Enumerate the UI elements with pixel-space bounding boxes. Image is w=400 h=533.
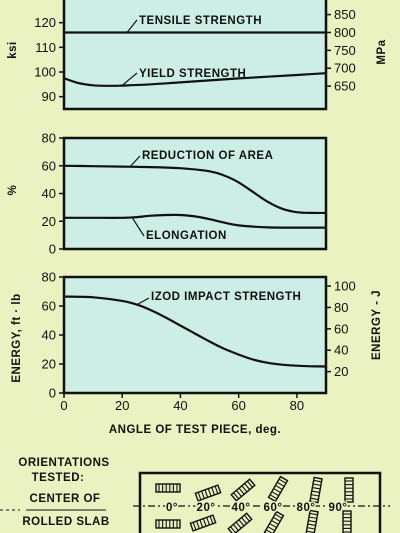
specimen-bar-icon xyxy=(305,509,319,533)
series-line xyxy=(64,213,327,229)
series-leader xyxy=(129,155,141,168)
specimen-bar-icon xyxy=(194,484,222,502)
angle-label-40: 40° xyxy=(232,502,251,514)
ytick-label: 0 xyxy=(49,386,56,401)
panel-impact: 0 20 40 60 80 20 40 60 80 100 0 20 40 60 80 IZOD IMP… xyxy=(11,270,383,437)
orientation-diagram: ORIENTATIONS TESTED: CENTER OF ROLLED SL… xyxy=(0,457,390,533)
ytick-label: 20 xyxy=(42,214,56,229)
ytick-label: 100 xyxy=(34,65,56,80)
slab-label-1: CENTER OF xyxy=(30,493,101,505)
specimen-bar-icon xyxy=(155,519,181,529)
series-line xyxy=(63,72,327,87)
series-leader xyxy=(136,297,150,306)
panel-ductility: 0 20 40 60 80 REDUCTION OF AREA ELONGATION % xyxy=(7,131,328,257)
slab-label-2: ROLLED SLAB xyxy=(22,516,109,528)
ylabel-right-mpa: MPa xyxy=(376,39,388,64)
series-label: IZOD IMPACT STRENGTH xyxy=(151,291,301,303)
xtick-label: 40 xyxy=(173,398,187,413)
series-strength: TENSILE STRENGTH YIELD STRENGTH xyxy=(63,15,327,87)
specimen-bar-icon xyxy=(267,475,289,503)
ylabel-left-percent: % xyxy=(7,185,19,196)
angle-label-0: 0° xyxy=(166,502,178,514)
specimen-bar-icon xyxy=(155,483,181,493)
slab-box xyxy=(138,471,382,533)
xticks-impact: 0 20 40 60 80 xyxy=(60,393,304,413)
series-impact: IZOD IMPACT STRENGTH xyxy=(63,291,327,368)
ytick-right-label: 850 xyxy=(334,7,356,22)
orientations-title-1: ORIENTATIONS xyxy=(18,457,109,469)
ytick-label: 0 xyxy=(49,242,56,257)
ytick-right-label: 700 xyxy=(334,61,356,76)
angle-label-80: 80° xyxy=(297,502,316,514)
series-label: YIELD STRENGTH xyxy=(139,68,246,80)
ytick-right-label: 20 xyxy=(334,364,348,379)
ylabel-right-energy-j: ENERGY - J xyxy=(371,290,383,360)
ytick-label: 60 xyxy=(42,299,56,314)
series-label: ELONGATION xyxy=(146,230,227,242)
ytick-label: 110 xyxy=(35,40,56,55)
specimen-bar-icon xyxy=(230,478,256,502)
angle-labels: 0° 20° 40° 60° 80° 90° xyxy=(165,501,349,516)
yticks-right-impact: 20 40 60 80 100 xyxy=(326,279,356,379)
yticks-left-ductility: 0 20 40 60 80 xyxy=(42,131,64,257)
specimen-bar-icon xyxy=(342,510,352,533)
ytick-right-label: 40 xyxy=(334,343,348,358)
ytick-right-label: 650 xyxy=(334,79,356,94)
orientations-title-2: TESTED: xyxy=(32,472,85,484)
angle-label-20: 20° xyxy=(197,502,216,514)
ytick-label: 40 xyxy=(42,186,56,201)
ytick-right-label: 100 xyxy=(334,279,356,294)
yticks-left-strength: 90 100 110 120 xyxy=(34,15,64,104)
xlabel-angle: ANGLE OF TEST PIECE, deg. xyxy=(109,424,281,436)
xtick-label: 20 xyxy=(115,398,129,413)
ytick-right-label: 80 xyxy=(334,300,348,315)
ytick-label: 60 xyxy=(42,158,56,173)
specimen-icons xyxy=(155,475,354,533)
series-leader xyxy=(131,216,145,237)
series-label: REDUCTION OF AREA xyxy=(142,150,273,162)
ytick-label: 20 xyxy=(42,357,56,372)
series-ductility: REDUCTION OF AREA ELONGATION xyxy=(63,150,327,242)
ytick-right-label: 750 xyxy=(334,43,356,58)
series-line xyxy=(63,295,327,368)
xtick-label: 0 xyxy=(60,398,67,413)
ytick-label: 90 xyxy=(42,89,56,104)
angle-label-90: 90° xyxy=(329,502,348,514)
ytick-label: 80 xyxy=(42,131,56,146)
ytick-right-label: 60 xyxy=(334,321,348,336)
plot-area-impact xyxy=(62,275,328,395)
angle-label-60: 60° xyxy=(264,502,283,514)
series-label: TENSILE STRENGTH xyxy=(139,15,262,27)
ytick-right-label: 800 xyxy=(334,25,356,40)
specimen-bar-icon xyxy=(227,512,253,533)
yticks-right-strength: 650 700 750 800 850 xyxy=(326,7,356,94)
ylabel-left-energy: ENERGY, ft · lb xyxy=(11,293,23,382)
specimen-bar-icon xyxy=(263,510,285,533)
xtick-label: 80 xyxy=(290,398,304,413)
series-line xyxy=(63,164,327,215)
specimen-bar-icon xyxy=(189,514,217,532)
ytick-label: 80 xyxy=(42,270,56,285)
series-leader xyxy=(121,72,138,87)
specimen-bar-icon xyxy=(344,477,354,503)
ylabel-left-ksi: ksi xyxy=(7,41,19,59)
yticks-left-impact: 0 20 40 60 80 xyxy=(42,270,64,401)
ytick-label: 120 xyxy=(34,15,56,30)
xtick-label: 60 xyxy=(231,398,245,413)
panel-strength: 90 100 110 120 650 700 750 800 850 TENSILE STRE… xyxy=(7,0,388,111)
specimen-bar-icon xyxy=(309,476,323,504)
plot-area-strength xyxy=(62,0,328,111)
ytick-label: 40 xyxy=(42,328,56,343)
series-leader xyxy=(126,19,138,33)
